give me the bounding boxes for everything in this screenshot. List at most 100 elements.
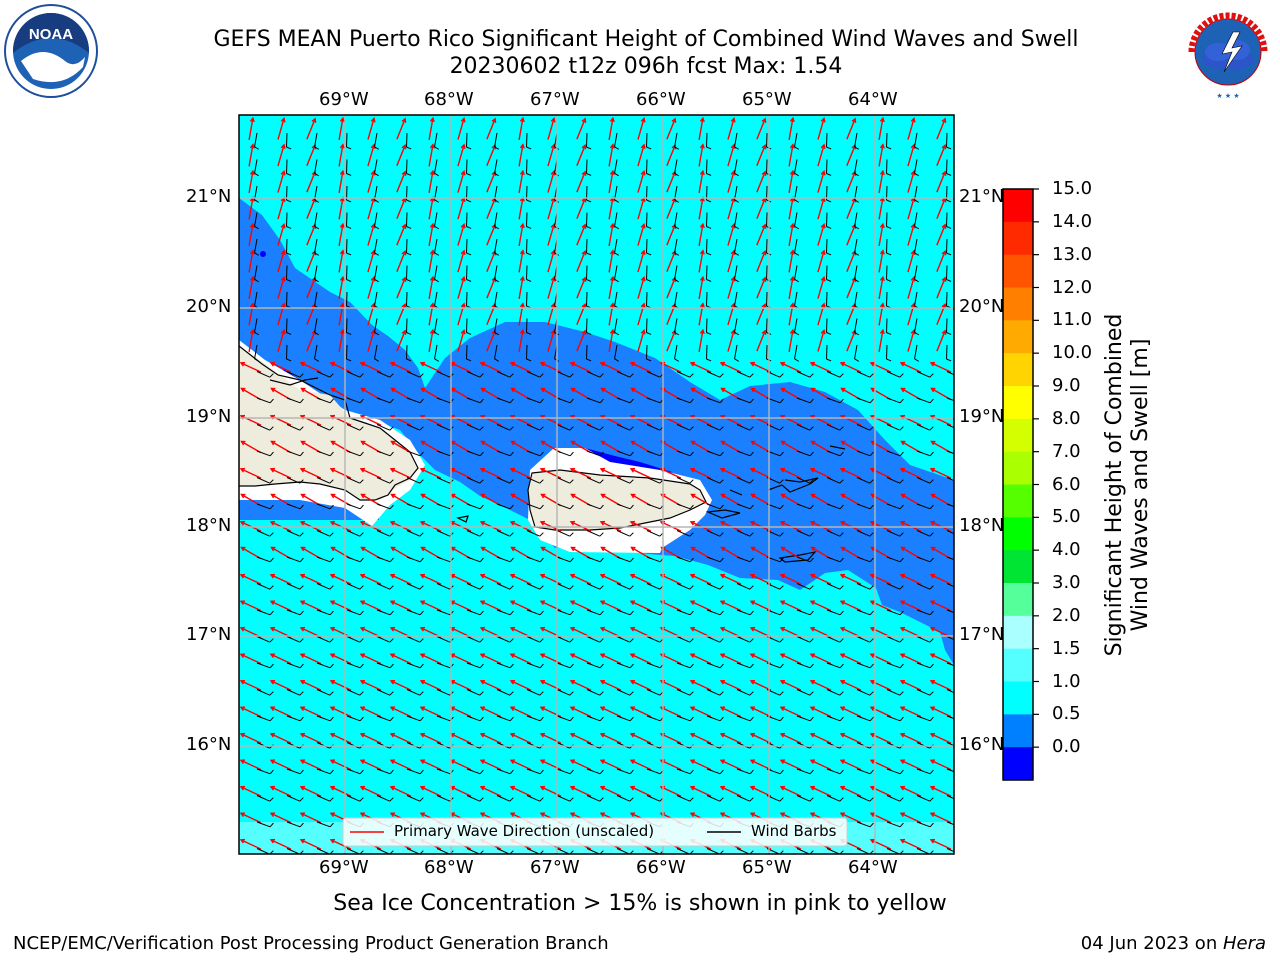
wave-arrow — [486, 118, 496, 140]
wind-barb — [736, 848, 750, 854]
wave-arrow — [518, 171, 524, 193]
wave-arrow — [660, 468, 682, 479]
wind-barb-flag — [526, 252, 532, 256]
wind-barb — [526, 662, 541, 669]
wave-arrow — [600, 600, 622, 612]
wave-arrow-head — [609, 302, 615, 308]
wave-arrow — [907, 118, 915, 140]
wind-barb-flag — [494, 331, 500, 336]
wave-arrow-head — [789, 116, 795, 123]
wave-arrow — [428, 118, 434, 140]
wave-arrow-head — [280, 223, 286, 229]
wave-arrow — [420, 733, 442, 744]
noaa-logo: NOAA — [3, 3, 99, 99]
wind-barb — [436, 795, 450, 802]
wind-barb — [706, 424, 720, 431]
wave-arrow — [450, 362, 472, 373]
wind-barb-flag — [946, 279, 952, 282]
wind-barb-flag — [539, 451, 544, 457]
wind-barb-flag — [839, 691, 844, 696]
wave-arrow-head — [629, 573, 636, 579]
wind-barb — [314, 318, 318, 333]
wave-arrow-head — [839, 626, 846, 632]
wave-arrow-head — [879, 116, 885, 123]
wind-barb-flag — [329, 691, 334, 696]
wind-barb-flag — [854, 278, 860, 283]
wind-barb-flag — [374, 331, 380, 336]
wind-barb-flag — [299, 426, 304, 431]
wave-arrow — [306, 224, 316, 246]
wave-arrow-head — [719, 732, 726, 738]
wind-barb — [796, 530, 810, 537]
wave-arrow-head — [879, 222, 885, 229]
wind-barb-flag — [254, 252, 260, 256]
wave-arrow-head — [749, 785, 756, 791]
wind-barb-flag — [494, 358, 500, 362]
wave-arrow-head — [509, 653, 516, 658]
wind-barb-flag — [269, 769, 274, 775]
wind-barb — [256, 715, 271, 722]
wind-barb — [316, 636, 330, 643]
wave-arrow — [846, 118, 856, 140]
wave-arrow — [780, 574, 802, 585]
wind-barb-flag — [869, 504, 874, 510]
wave-arrow — [878, 197, 884, 220]
wind-barb-flag — [359, 532, 364, 537]
wave-arrow — [600, 653, 622, 665]
wind-barb-flag — [960, 692, 964, 696]
wind-barb — [646, 556, 661, 563]
wind-barb — [406, 715, 421, 722]
wave-arrow — [690, 468, 712, 479]
wind-barb-flag — [494, 225, 500, 230]
wind-barb — [436, 715, 451, 722]
wind-barb — [736, 795, 750, 802]
wave-arrow-head — [789, 275, 795, 282]
wind-barb-flag — [406, 226, 412, 229]
wave-arrow-head — [719, 361, 726, 367]
wave-arrow — [330, 653, 352, 665]
wave-arrow-head — [640, 302, 646, 308]
wind-barb-flag — [869, 716, 874, 722]
wind-barb-flag — [779, 610, 784, 616]
wind-barb — [496, 768, 511, 775]
wave-arrow-head — [359, 653, 366, 658]
wave-arrow-head — [750, 546, 756, 552]
wave-arrow — [698, 118, 704, 140]
wave-arrow — [660, 600, 682, 612]
wave-arrow-head — [479, 573, 486, 579]
wave-arrow — [270, 574, 292, 585]
wave-arrow — [698, 171, 704, 193]
wave-arrow-head — [480, 493, 486, 499]
wind-barb-flag — [960, 480, 964, 484]
wind-barb-flag — [479, 716, 484, 722]
wave-arrow — [248, 303, 254, 326]
wave-arrow — [780, 680, 802, 691]
wave-arrow — [277, 197, 285, 220]
wave-arrow — [907, 330, 915, 352]
wind-barb — [706, 583, 720, 590]
lat-label-right: 18°N — [959, 515, 1005, 536]
wind-barb-flag — [929, 797, 934, 802]
wave-arrow-head — [789, 249, 795, 255]
wind-barb-flag — [869, 638, 874, 643]
wind-barb-flag — [329, 557, 334, 563]
wind-barb-flag — [329, 373, 334, 378]
wind-barb-flag — [689, 769, 694, 775]
wave-arrow-head — [629, 785, 636, 791]
wind-barb — [586, 424, 600, 431]
wind-barb — [526, 477, 540, 484]
wind-barb — [674, 291, 678, 306]
wave-arrow-head — [300, 493, 306, 499]
wave-arrow — [396, 198, 406, 219]
wind-barb — [496, 583, 510, 590]
wave-arrow-head — [780, 493, 786, 499]
wave-arrow-head — [581, 223, 587, 229]
wind-barb — [376, 424, 390, 431]
wave-arrow-head — [910, 249, 916, 255]
wave-arrow — [480, 759, 502, 771]
wind-barb-flag — [569, 557, 574, 563]
wind-barb-flag — [779, 691, 784, 696]
wind-barb — [556, 795, 570, 802]
wind-barb — [826, 556, 841, 563]
wave-arrow-head — [599, 361, 606, 367]
